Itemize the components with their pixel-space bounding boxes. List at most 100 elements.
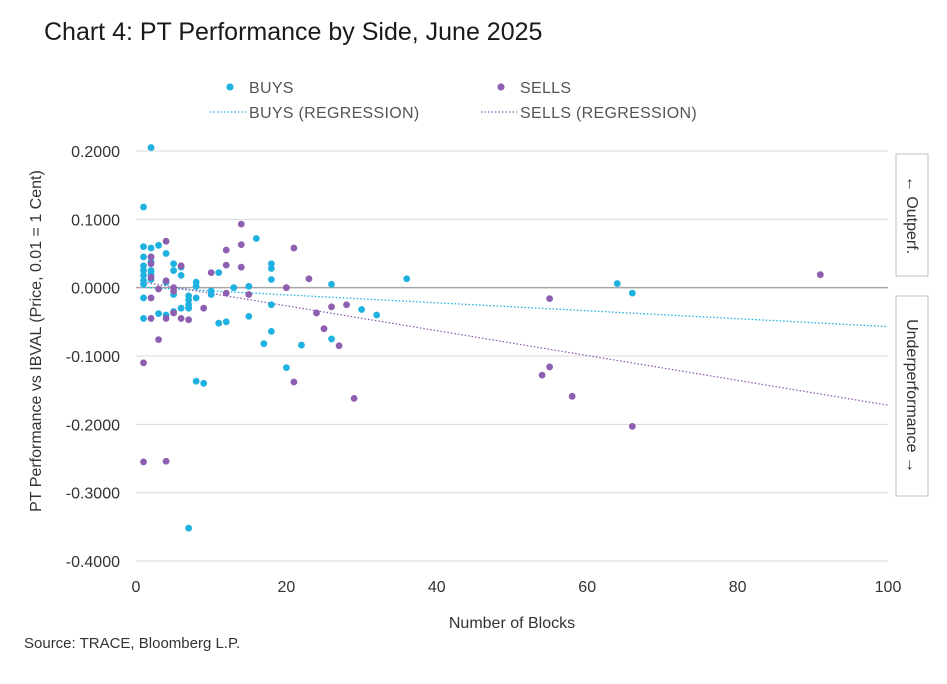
- buy-point: [155, 241, 162, 249]
- sell-point: [170, 309, 178, 317]
- buy-point: [147, 144, 155, 151]
- buy-point: [252, 235, 260, 242]
- buy-point: [185, 524, 193, 532]
- buy-point: [245, 312, 253, 320]
- buy-point: [140, 267, 147, 274]
- legend: BUYS SELLS BUYS (REGRESSION) SELLS (REGRESS…: [210, 80, 697, 122]
- buy-point: [267, 301, 275, 309]
- buy-point: [177, 271, 185, 279]
- data-points: [140, 144, 824, 532]
- side-labels: ← Outperf. Underperformance →: [895, 153, 929, 497]
- buy-point: [613, 280, 621, 287]
- buy-point: [222, 318, 230, 326]
- sell-point: [245, 291, 253, 298]
- buy-point: [403, 275, 411, 283]
- sell-point: [200, 304, 208, 312]
- sell-point: [290, 244, 298, 252]
- y-tick-label: -0.4000: [66, 554, 120, 571]
- x-axis-title: Number of Blocks: [449, 615, 575, 632]
- buy-point: [192, 377, 200, 385]
- sell-point: [320, 325, 328, 333]
- legend-label: BUYS (REGRESSION): [249, 105, 419, 122]
- y-tick-label: -0.3000: [66, 486, 120, 503]
- sell-point: [162, 277, 170, 285]
- buy-point: [140, 262, 147, 270]
- sell-point: [313, 309, 320, 317]
- legend-label: BUYS: [249, 80, 294, 97]
- x-tick-label: 60: [578, 579, 596, 596]
- sell-point: [328, 303, 335, 311]
- buy-point: [155, 310, 162, 318]
- sell-point: [147, 294, 155, 302]
- buy-point: [140, 203, 147, 211]
- buy-point: [328, 280, 335, 288]
- buy-point: [298, 341, 305, 349]
- sell-point: [177, 315, 185, 322]
- sell-point: [816, 271, 824, 279]
- buy-point: [147, 244, 155, 252]
- sell-point: [237, 263, 245, 271]
- sell-point: [207, 269, 215, 277]
- legend-swatch-dot: [226, 83, 234, 91]
- buy-point: [245, 282, 253, 290]
- x-tick-label: 0: [132, 579, 141, 596]
- buy-point: [260, 340, 268, 348]
- x-tick-label: 100: [875, 579, 902, 596]
- sell-point: [162, 237, 170, 245]
- sell-point: [140, 359, 147, 367]
- x-tick-label: 80: [729, 579, 747, 596]
- buy-point: [162, 250, 170, 257]
- buy-point: [140, 315, 147, 322]
- buy-point: [230, 284, 238, 292]
- sell-point: [283, 284, 290, 292]
- buy-point: [200, 379, 208, 387]
- buy-point: [628, 289, 636, 297]
- y-tick-label: 0.1000: [71, 212, 120, 229]
- legend-label: SELLS: [520, 80, 571, 97]
- sell-point: [155, 336, 162, 343]
- buy-point: [283, 364, 290, 372]
- buy-point: [177, 304, 185, 312]
- regression-line: [143, 281, 889, 406]
- sell-point: [147, 315, 155, 322]
- buy-point: [207, 291, 215, 298]
- sell-point: [237, 241, 245, 249]
- sell-point: [222, 289, 230, 297]
- y-tick-label: 0.2000: [71, 144, 120, 161]
- y-tick-label: 0.0000: [71, 281, 120, 298]
- x-tick-label: 20: [278, 579, 296, 596]
- sell-point: [155, 285, 162, 293]
- buy-point: [140, 243, 147, 251]
- chart-title: Chart 4: PT Performance by Side, June 20…: [44, 18, 543, 46]
- sell-point: [343, 301, 350, 309]
- sell-point: [538, 371, 546, 379]
- buy-point: [215, 319, 223, 327]
- sell-point: [147, 274, 155, 281]
- buy-point: [140, 294, 147, 302]
- legend-label: SELLS (REGRESSION): [520, 105, 697, 122]
- buy-point: [215, 269, 223, 277]
- y-tick-label: -0.2000: [66, 417, 120, 434]
- outperformance-box: [895, 153, 929, 277]
- buy-point: [328, 335, 335, 343]
- sell-point: [568, 392, 576, 400]
- sell-point: [147, 260, 155, 268]
- buy-point: [267, 276, 275, 283]
- buy-point: [185, 296, 193, 304]
- buy-point: [267, 265, 275, 272]
- sell-point: [237, 220, 245, 228]
- sell-point: [290, 378, 298, 386]
- y-tick-label: -0.1000: [66, 349, 120, 366]
- sell-point: [162, 315, 170, 322]
- axes: 0.2000 0.1000 0.0000 -0.1000 -0.2000 -0.3000 -…: [66, 144, 902, 596]
- sell-point: [546, 295, 553, 302]
- sell-point: [335, 342, 343, 350]
- regression-line: [143, 286, 889, 328]
- sell-point: [185, 316, 193, 324]
- sell-point: [305, 275, 313, 283]
- underperformance-box: [895, 295, 929, 497]
- sell-point: [140, 458, 147, 466]
- buy-point: [358, 306, 365, 313]
- sell-point: [177, 262, 185, 270]
- buy-point: [267, 260, 275, 268]
